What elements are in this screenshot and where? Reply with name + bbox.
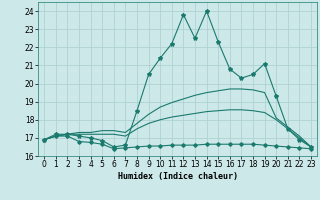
X-axis label: Humidex (Indice chaleur): Humidex (Indice chaleur): [118, 172, 238, 181]
